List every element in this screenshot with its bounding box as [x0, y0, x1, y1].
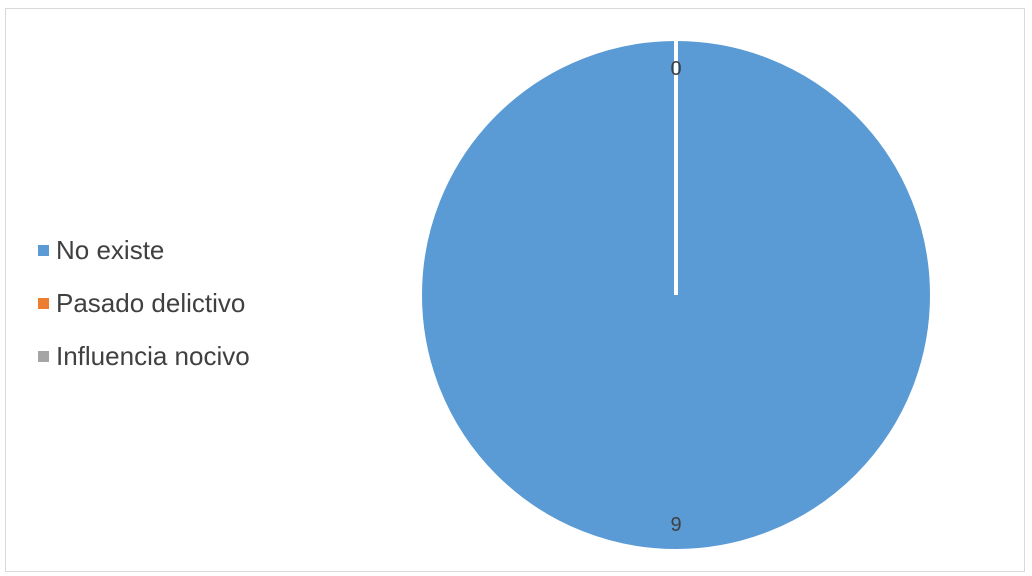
- legend: No existe Pasado delictivo Influencia no…: [38, 224, 250, 383]
- legend-swatch-influencia-nocivo: [38, 351, 49, 362]
- data-label-no-existe: 9: [670, 514, 681, 536]
- legend-swatch-pasado-delictivo: [38, 298, 49, 309]
- legend-label: Pasado delictivo: [56, 288, 246, 318]
- legend-item-influencia-nocivo: Influencia nocivo: [38, 330, 250, 383]
- legend-item-no-existe: No existe: [38, 224, 250, 277]
- pie-slices: [420, 39, 932, 551]
- data-labels: 09: [670, 58, 681, 536]
- legend-label: No existe: [56, 235, 165, 265]
- data-label-pasado-delictivo: 0: [670, 58, 681, 80]
- legend-item-pasado-delictivo: Pasado delictivo: [38, 277, 250, 330]
- legend-label: Influencia nocivo: [56, 341, 250, 371]
- legend-swatch-no-existe: [38, 245, 49, 256]
